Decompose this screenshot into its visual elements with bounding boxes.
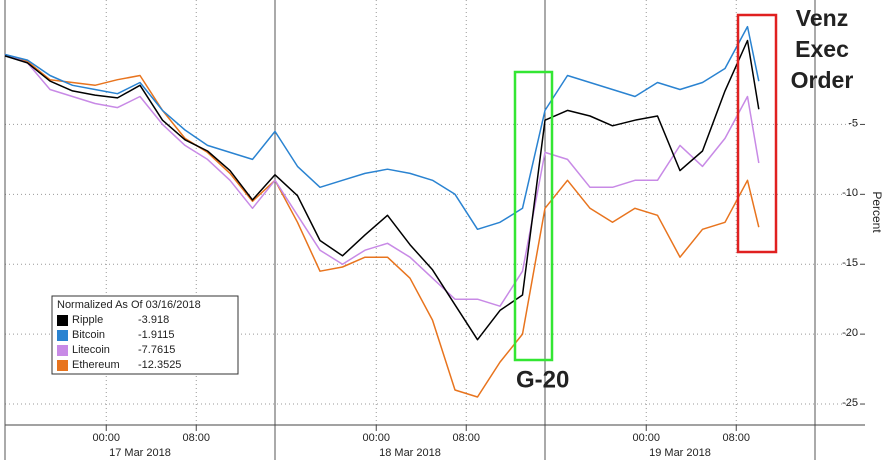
legend: Normalized As Of 03/16/2018 Ripple -3.918 B… (51, 295, 239, 375)
legend-label: Ripple (72, 314, 103, 326)
y-tick-label: -10 (842, 187, 858, 199)
series-line (4, 39, 760, 341)
series-line (4, 53, 760, 398)
legend-value: -12.3525 (138, 359, 181, 371)
legend-title: Normalized As Of 03/16/2018 (57, 299, 201, 311)
series-line (4, 25, 760, 231)
y-tick-label: -20 (842, 327, 858, 339)
day-label: 18 Mar 2018 (379, 447, 441, 459)
legend-label: Ethereum (72, 359, 120, 371)
annotation-text: Venz Exec Order (791, 5, 854, 93)
annotation-box (736, 13, 778, 254)
legend-label: Bitcoin (72, 329, 105, 341)
legend-label: Litecoin (72, 344, 110, 356)
day-label: 17 Mar 2018 (109, 447, 171, 459)
day-label: 19 Mar 2018 (649, 447, 711, 459)
legend-value: -3.918 (138, 314, 169, 326)
y-tick-label: -5 (848, 117, 858, 129)
x-tick-label: 00:00 (92, 432, 120, 444)
x-tick-label: 08:00 (182, 432, 210, 444)
series-line (4, 53, 760, 307)
legend-value: -7.7615 (138, 344, 175, 356)
x-tick-label: 00:00 (632, 432, 660, 444)
legend-swatch (57, 315, 68, 326)
y-axis-label: Percent (870, 191, 884, 233)
legend-box (51, 295, 239, 375)
y-tick-label: -15 (842, 257, 858, 269)
x-tick-label: 00:00 (362, 432, 390, 444)
legend-swatch (57, 360, 68, 371)
legend-swatch (57, 330, 68, 341)
annotation-box (513, 70, 554, 362)
legend-swatch (57, 345, 68, 356)
x-tick-label: 08:00 (452, 432, 480, 444)
x-tick-label: 08:00 (722, 432, 750, 444)
annotation-text: G-20 (516, 366, 569, 393)
y-tick-label: -25 (842, 397, 858, 409)
legend-value: -1.9115 (138, 329, 175, 341)
